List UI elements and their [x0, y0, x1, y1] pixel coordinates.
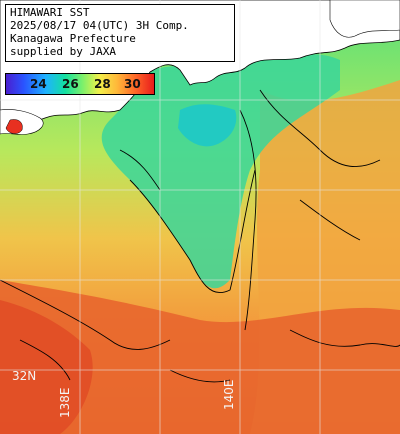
- scale-tick-30: 30: [124, 77, 141, 91]
- cool-sea-coastal: [101, 54, 340, 289]
- land-small-west: [5, 119, 23, 134]
- scale-tick-26: 26: [62, 77, 79, 91]
- lon-label-138e: 138E: [58, 387, 72, 419]
- scale-tick-24: 24: [30, 77, 47, 91]
- region-name: Kanagawa Prefecture: [10, 32, 136, 45]
- cool-sea-bay: [178, 104, 237, 147]
- land-east-peninsula: [329, 0, 400, 38]
- data-provider: supplied by JAXA: [10, 45, 116, 58]
- isotherm-contours: [0, 89, 400, 383]
- lon-label-140e: 140E: [222, 379, 236, 411]
- hot-sea-southwest: [0, 300, 93, 434]
- timestamp: 2025/08/17 04(UTC) 3H Comp.: [10, 19, 189, 32]
- hot-sea-south: [0, 280, 400, 434]
- product-name: HIMAWARI SST: [10, 6, 90, 19]
- info-panel: HIMAWARI SST 2025/08/17 04(UTC) 3H Comp.…: [5, 4, 235, 62]
- color-scale-legend: 24 26 28 30: [5, 73, 155, 95]
- lat-label-32n: 32N: [12, 369, 37, 383]
- scale-tick-28: 28: [94, 77, 111, 91]
